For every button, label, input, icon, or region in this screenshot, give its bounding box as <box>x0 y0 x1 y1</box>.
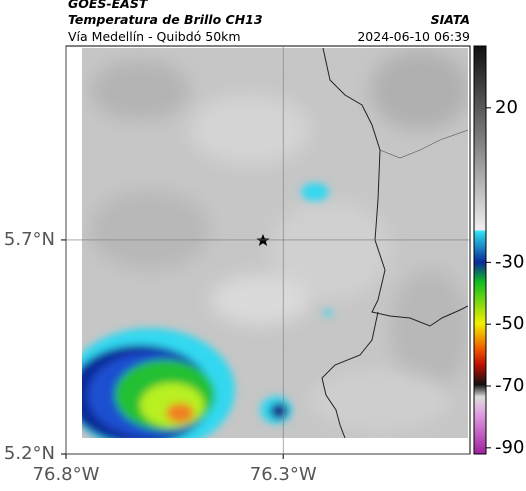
colorbar <box>473 45 487 455</box>
source: SIATA <box>431 12 470 27</box>
title: GOES-EAST <box>68 0 149 11</box>
x-tick-label: 76.3°W <box>250 464 317 485</box>
subtitle: Temperatura de Brillo CH13 <box>68 12 263 27</box>
colorbar-tick-label: -30 <box>495 251 524 272</box>
route: Vía Medellín - Quibdó 50km <box>68 29 241 44</box>
colorbar-tick-label: -70 <box>495 375 524 396</box>
satellite-image <box>82 48 468 438</box>
y-tick-label: 5.7°N <box>4 229 55 250</box>
timestamp: 2024-06-10 06:39 <box>357 29 470 44</box>
x-tick-label: 76.8°W <box>33 464 100 485</box>
colorbar-tick-label: -90 <box>495 437 524 458</box>
y-tick-label: 5.2°N <box>4 443 55 464</box>
colorbar-tick-label: -50 <box>495 313 524 334</box>
axes: 76.8°W 76.3°W 5.7°N 5.2°N 20 -30 -50 -70 -90 <box>4 46 524 485</box>
colorbar-tick-label: 20 <box>495 97 518 118</box>
